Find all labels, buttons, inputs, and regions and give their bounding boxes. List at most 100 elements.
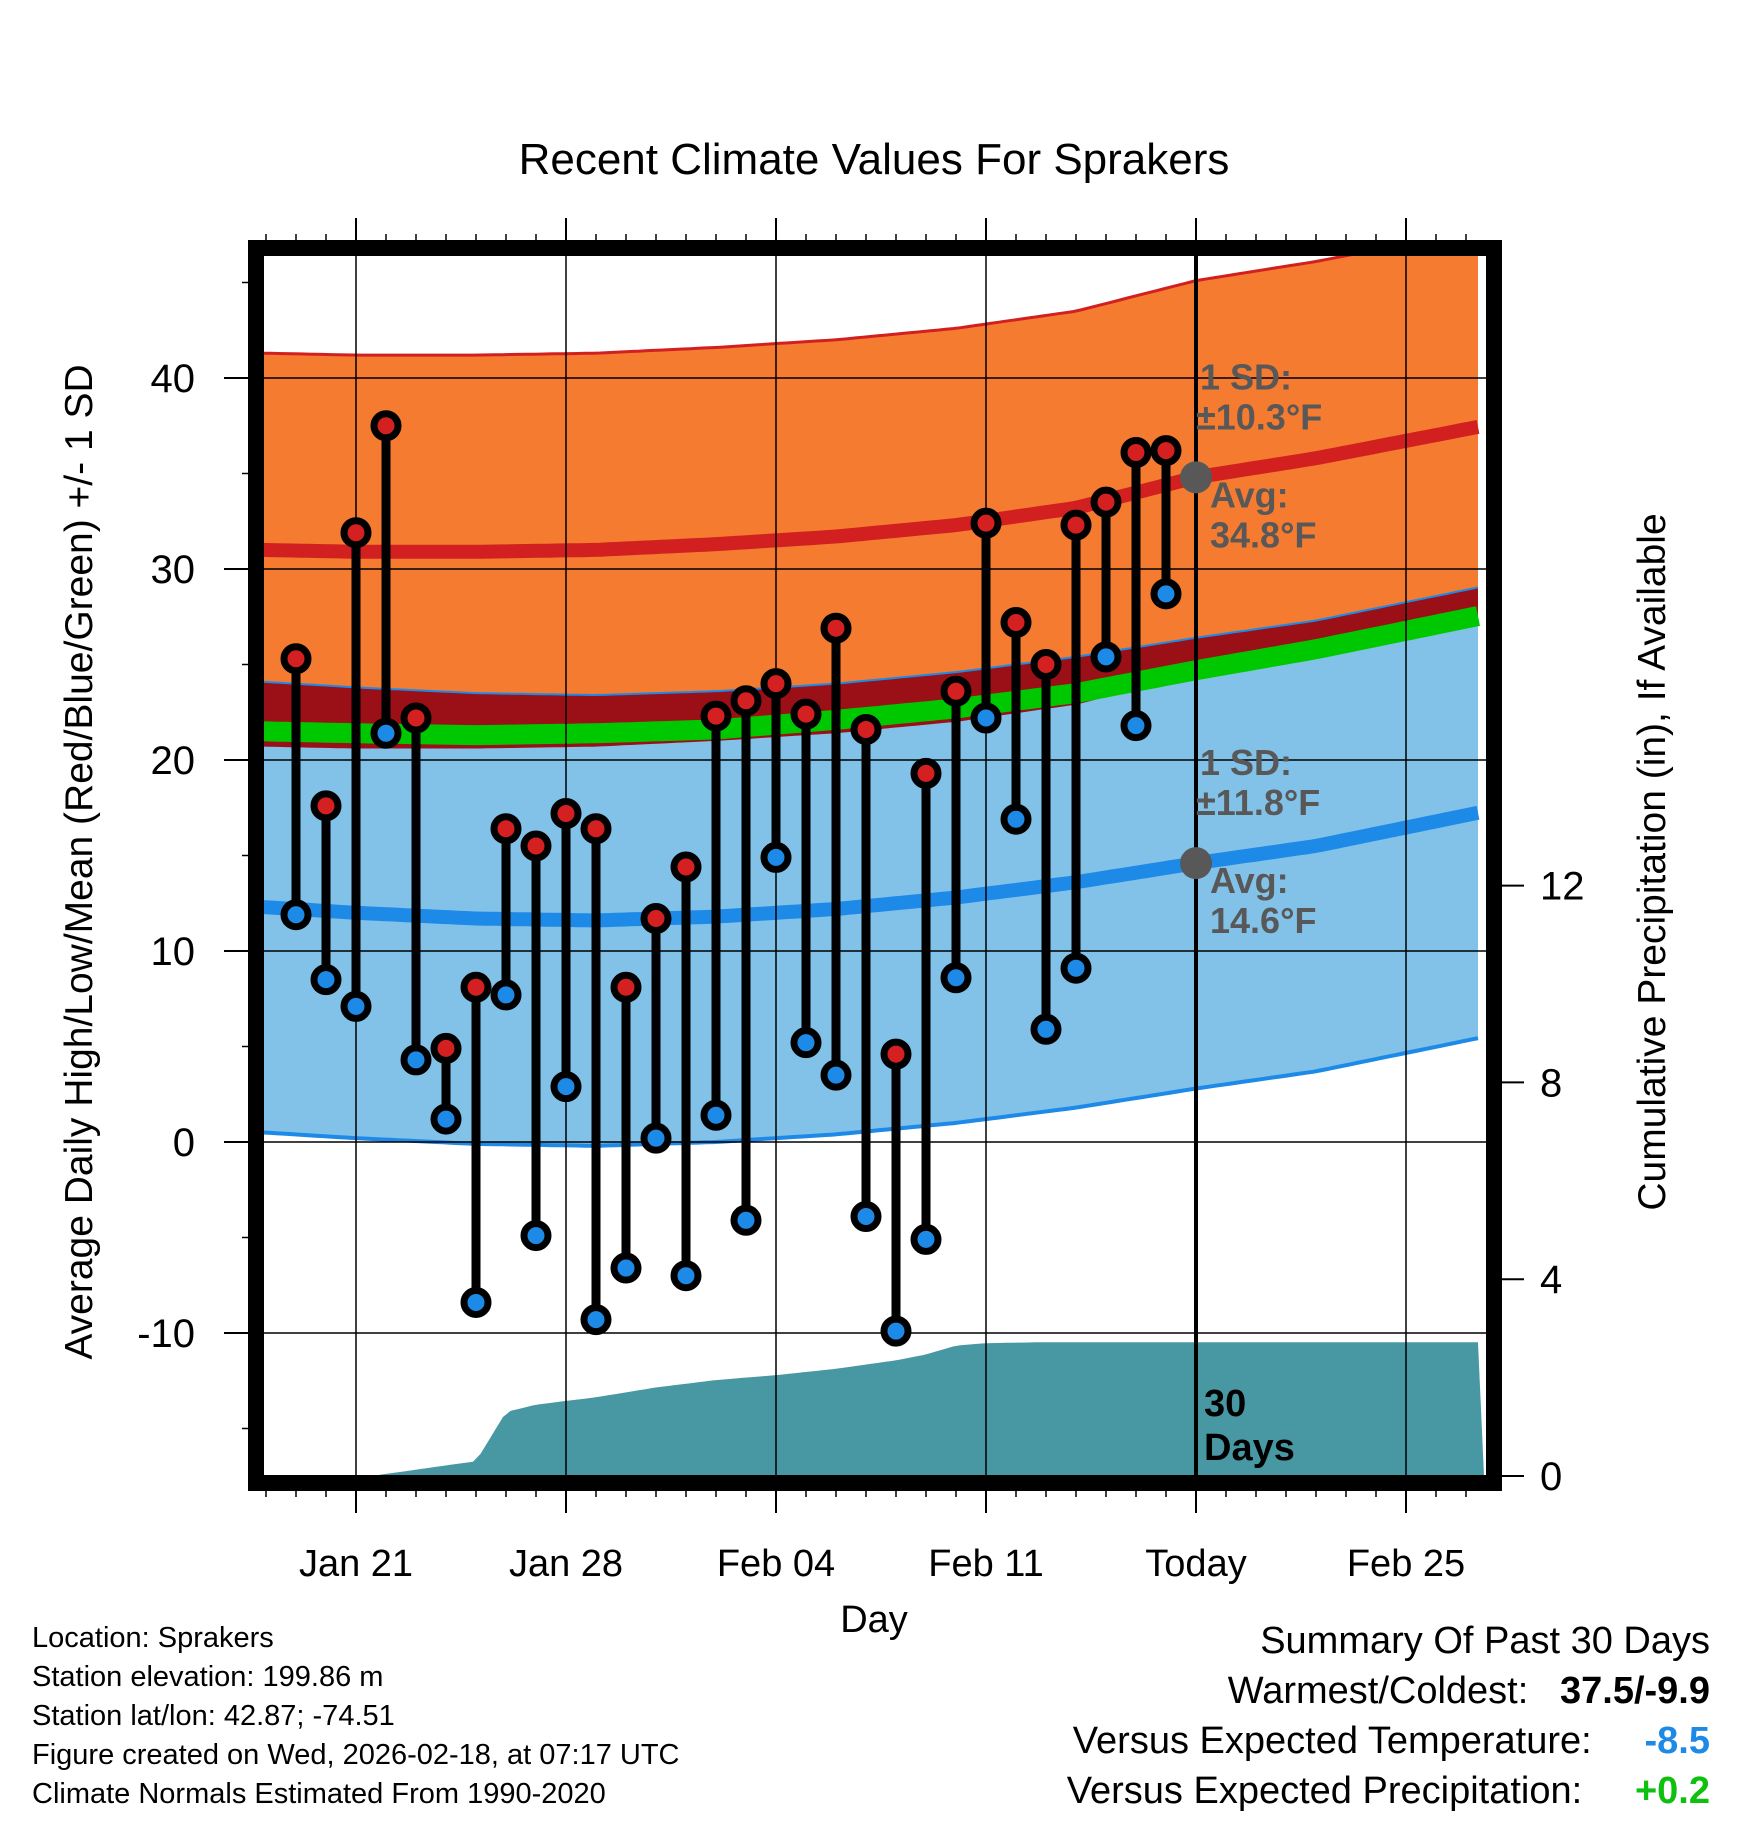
obs-low-point (640, 1122, 672, 1154)
obs-low-point (1090, 641, 1122, 673)
x-tick-label: Jan 28 (509, 1543, 623, 1585)
obs-low-point (760, 841, 792, 873)
high-avg-value: 34.8°F (1210, 514, 1316, 555)
obs-high-point (790, 698, 822, 730)
footer-normals: Climate Normals Estimated From 1990-2020 (32, 1778, 606, 1810)
obs-high-point (340, 517, 372, 549)
obs-low-point (1150, 578, 1182, 610)
y-tick-label: 30 (151, 548, 196, 592)
x-axis-label: Day (840, 1599, 908, 1641)
obs-low-point (550, 1071, 582, 1103)
obs-high-point (1060, 509, 1092, 541)
x-tick-label: Feb 04 (717, 1543, 835, 1585)
obs-low-point (430, 1103, 462, 1135)
y2-tick-label: 0 (1540, 1455, 1562, 1499)
warmest-coldest-value: 37.5/-9.9 (1560, 1670, 1710, 1712)
axes: -10 0 10 20 30 40 0 4 8 12 Jan 21 Jan 28 Feb 04 Feb 1… (137, 218, 1585, 1585)
obs-low-point (940, 962, 972, 994)
low-avg-value: 14.6°F (1210, 900, 1316, 941)
footer-latlon: Station lat/lon: 42.87; -74.51 (32, 1700, 395, 1732)
obs-high-point (490, 813, 522, 845)
y-tick-label: 0 (173, 1121, 195, 1165)
obs-high-point (670, 851, 702, 883)
precip-label: Versus Expected Precipitation: (1066, 1770, 1583, 1812)
obs-high-point (1090, 486, 1122, 518)
y2-tick-label: 12 (1540, 865, 1585, 909)
obs-high-point (1150, 435, 1182, 467)
obs-high-point (760, 668, 792, 700)
obs-high-point (310, 790, 342, 822)
obs-high-point (820, 612, 852, 644)
warmest-coldest-label: Warmest/Coldest: (1227, 1670, 1529, 1712)
obs-low-point (790, 1027, 822, 1059)
temp-value: -8.5 (1644, 1720, 1710, 1762)
obs-low-point (700, 1099, 732, 1131)
obs-low-point (490, 979, 522, 1011)
low-upper-edge (263, 586, 1479, 697)
precip-value: +0.2 (1634, 1770, 1710, 1812)
footer-elevation: Station elevation: 199.86 m (32, 1661, 384, 1693)
days-word-label: Days (1204, 1427, 1295, 1469)
obs-low-point (1060, 952, 1092, 984)
obs-high-point (850, 713, 882, 745)
obs-low-point (670, 1260, 702, 1292)
obs-high-point (730, 685, 762, 717)
y-tick-label: 40 (151, 357, 196, 401)
high-avg-label: Avg: (1210, 474, 1289, 515)
obs-low-point (1000, 803, 1032, 835)
summary-warmest-coldest: Warmest/Coldest: 37.5/-9.9 (1228, 1670, 1710, 1713)
obs-high-point (400, 702, 432, 734)
y-axis-label: Average Daily High/Low/Mean (Red/Blue/Gr… (58, 364, 101, 1359)
obs-high-point (1120, 436, 1152, 468)
summary-temperature: Versus Expected Temperature: -8.5 (1073, 1720, 1710, 1763)
obs-low-point (310, 964, 342, 996)
today-high-avg-dot (1180, 461, 1212, 494)
obs-low-point (370, 717, 402, 749)
obs-high-point (940, 675, 972, 707)
low-sd-label: 1 SD: (1200, 742, 1292, 783)
obs-low-point (520, 1220, 552, 1252)
obs-low-point (820, 1059, 852, 1091)
chart-title: Recent Climate Values For Sprakers (519, 135, 1230, 184)
obs-high-point (460, 971, 492, 1003)
low-sd-value: ±11.8°F (1196, 782, 1320, 823)
obs-high-point (280, 643, 312, 675)
obs-high-point (910, 757, 942, 789)
obs-low-point (730, 1204, 762, 1236)
y2-tick-label: 4 (1540, 1258, 1562, 1302)
x-tick-label: Feb 11 (928, 1543, 1043, 1585)
observations (280, 410, 1182, 1347)
obs-low-point (970, 702, 1002, 734)
obs-high-point (640, 903, 672, 935)
obs-high-point (520, 830, 552, 862)
obs-high-point (430, 1032, 462, 1064)
obs-low-point (460, 1286, 492, 1318)
obs-high-point (880, 1038, 912, 1070)
obs-low-point (850, 1200, 882, 1232)
obs-low-point (610, 1252, 642, 1284)
summary-title: Summary Of Past 30 Days (1260, 1620, 1710, 1662)
high-sd-label: 1 SD: (1200, 356, 1292, 397)
obs-low-point (880, 1315, 912, 1347)
x-tick-label: Feb 25 (1347, 1543, 1465, 1585)
plot-frame (248, 240, 1502, 1491)
obs-high-point (610, 971, 642, 1003)
obs-low-point (580, 1304, 612, 1336)
footer-created: Figure created on Wed, 2026-02-18, at 07… (32, 1739, 680, 1771)
obs-high-point (970, 507, 1002, 539)
y-tick-label: 20 (151, 739, 196, 783)
obs-low-point (1030, 1013, 1062, 1045)
x-tick-label: Today (1145, 1543, 1246, 1585)
y-tick-label: 10 (151, 930, 196, 974)
obs-high-point (1000, 606, 1032, 638)
high-upper-edge (263, 255, 1358, 357)
obs-low-point (910, 1223, 942, 1255)
y-tick-label: -10 (137, 1312, 195, 1356)
obs-high-point (580, 813, 612, 845)
low-avg-label: Avg: (1210, 860, 1289, 901)
days-count-label: 30 (1204, 1383, 1246, 1425)
x-tick-label: Jan 21 (299, 1543, 413, 1585)
y2-axis-label: Cumulative Precipitation (in), If Availa… (1631, 513, 1674, 1210)
normal-high-line (263, 420, 1480, 559)
